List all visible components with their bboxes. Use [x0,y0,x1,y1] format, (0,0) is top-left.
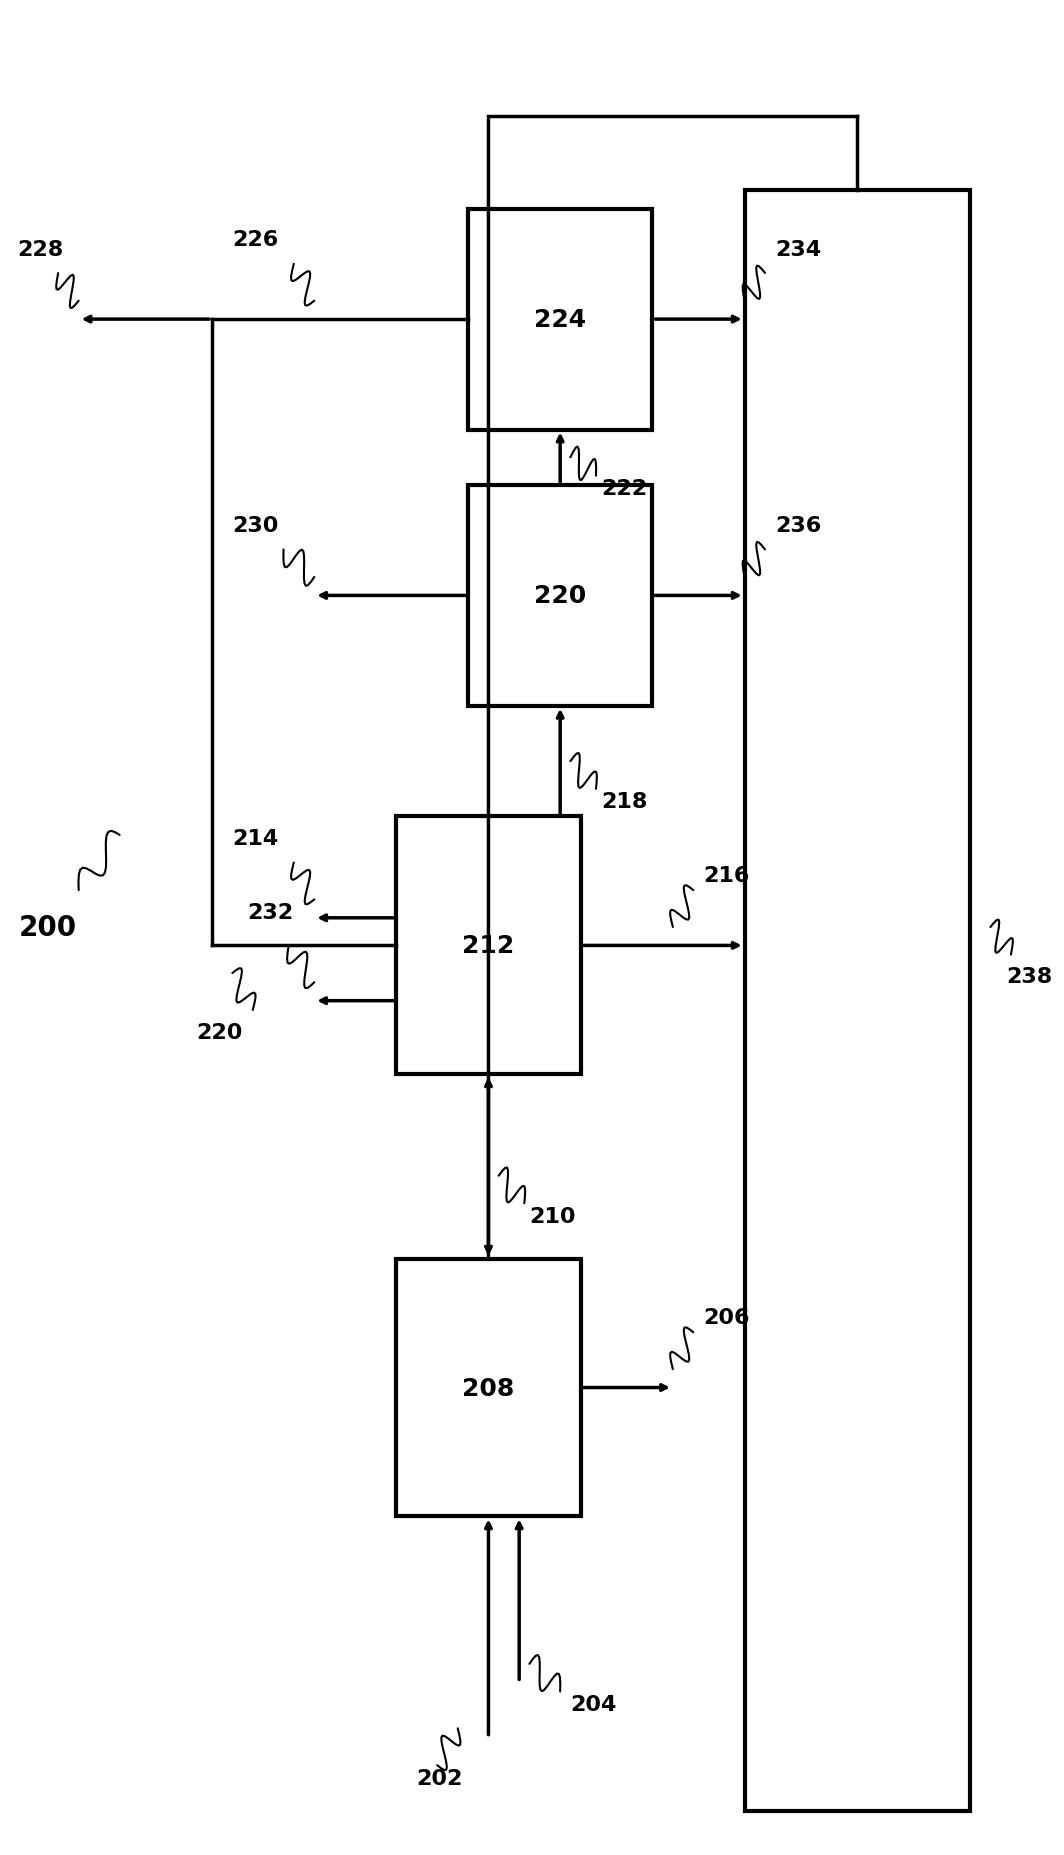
Text: 210: 210 [530,1206,576,1226]
Text: 232: 232 [248,902,294,922]
Text: 204: 204 [570,1694,617,1714]
Text: 202: 202 [417,1768,463,1788]
Text: 224: 224 [534,308,586,332]
Text: 220: 220 [534,584,586,608]
Text: 222: 222 [601,479,647,499]
Text: 228: 228 [17,239,64,260]
Text: 218: 218 [601,792,648,812]
Bar [468,486,652,707]
Text: 236: 236 [776,516,821,536]
Text: 212: 212 [463,933,515,957]
Bar [396,1260,581,1517]
Text: 214: 214 [232,829,279,848]
Text: 206: 206 [703,1308,750,1328]
Bar [396,816,581,1074]
Text: 220: 220 [197,1022,243,1043]
Text: 216: 216 [703,866,750,885]
Text: 226: 226 [232,230,279,250]
Text: 208: 208 [463,1376,515,1401]
Text: 200: 200 [19,913,77,942]
Text: 234: 234 [776,239,821,260]
Bar [468,210,652,430]
Bar [745,191,970,1810]
Text: 230: 230 [232,516,279,536]
Text: 238: 238 [1005,966,1052,987]
